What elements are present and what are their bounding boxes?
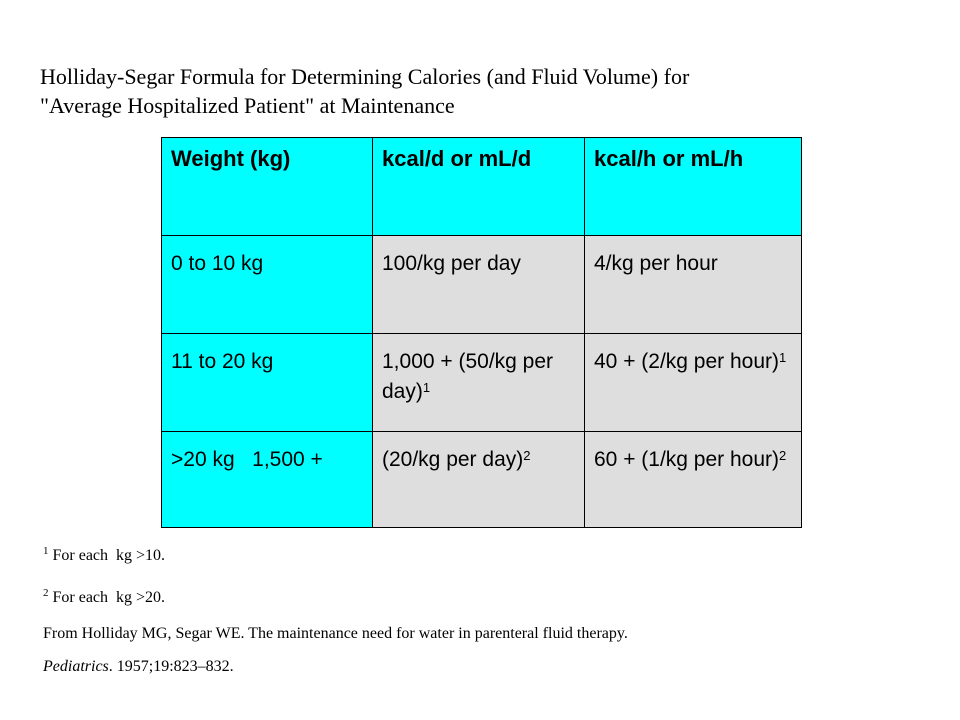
footnote-2-mark: 2	[43, 586, 49, 599]
title-line-1: Holliday-Segar Formula for Determining C…	[40, 64, 690, 89]
per-hour-text: 60 + (1/kg per hour)	[594, 448, 780, 471]
footnote-mark: 1	[422, 380, 431, 395]
citation-details: . 1957;19:823–832.	[108, 658, 234, 675]
per-day-cell: 1,000 + (50/kg per day)1	[372, 333, 585, 432]
weight-cell: 11 to 20 kg	[161, 333, 373, 432]
footnote-mark: 1	[779, 350, 787, 365]
footnote-2-text: For each kg >20.	[48, 589, 166, 606]
per-day-text: 100/kg per day	[382, 252, 521, 275]
title-line-2: "Average Hospitalized Patient" at Mainte…	[40, 93, 455, 118]
table-row: >20 kg 1,500 + (20/kg per day)2 60 + (1/…	[161, 431, 802, 528]
citation-line-2: Pediatrics. 1957;19:823–832.	[43, 657, 234, 677]
header-weight: Weight (kg)	[161, 137, 373, 236]
footnote-1-text: For each kg >10.	[48, 547, 166, 564]
weight-cell: >20 kg 1,500 +	[161, 431, 373, 528]
per-day-text: 1,000 + (50/kg per day)	[382, 350, 554, 403]
footnote-2: 2 For each kg >20.	[43, 586, 166, 608]
header-per-day: kcal/d or mL/d	[372, 137, 585, 236]
per-day-cell: (20/kg per day)2	[372, 431, 585, 528]
footnote-mark: 2	[779, 448, 787, 463]
table-header-row: Weight (kg) kcal/d or mL/d kcal/h or mL/…	[161, 137, 802, 236]
weight-cell: 0 to 10 kg	[161, 235, 373, 334]
per-hour-text: 4/kg per hour	[594, 252, 718, 275]
table-row: 11 to 20 kg 1,000 + (50/kg per day)1 40 …	[161, 333, 802, 432]
footnote-1-mark: 1	[43, 544, 49, 557]
per-hour-text: 40 + (2/kg per hour)	[594, 350, 780, 373]
per-day-text: (20/kg per day)	[382, 448, 524, 471]
per-day-cell: 100/kg per day	[372, 235, 585, 334]
holliday-segar-table: Weight (kg) kcal/d or mL/d kcal/h or mL/…	[161, 137, 802, 528]
table-row: 0 to 10 kg 100/kg per day 4/kg per hour	[161, 235, 802, 334]
weight-text: >20 kg 1,500 +	[171, 448, 323, 471]
footnote-1: 1 For each kg >10.	[43, 544, 166, 566]
per-hour-cell: 4/kg per hour	[584, 235, 802, 334]
per-hour-cell: 60 + (1/kg per hour)2	[584, 431, 802, 528]
page-title: Holliday-Segar Formula for Determining C…	[40, 62, 900, 120]
citation-line-1: From Holliday MG, Segar WE. The maintena…	[43, 625, 628, 642]
header-per-hour: kcal/h or mL/h	[584, 137, 802, 236]
per-hour-cell: 40 + (2/kg per hour)1	[584, 333, 802, 432]
footnote-mark: 2	[523, 448, 531, 463]
citation-journal: Pediatrics	[43, 658, 109, 675]
